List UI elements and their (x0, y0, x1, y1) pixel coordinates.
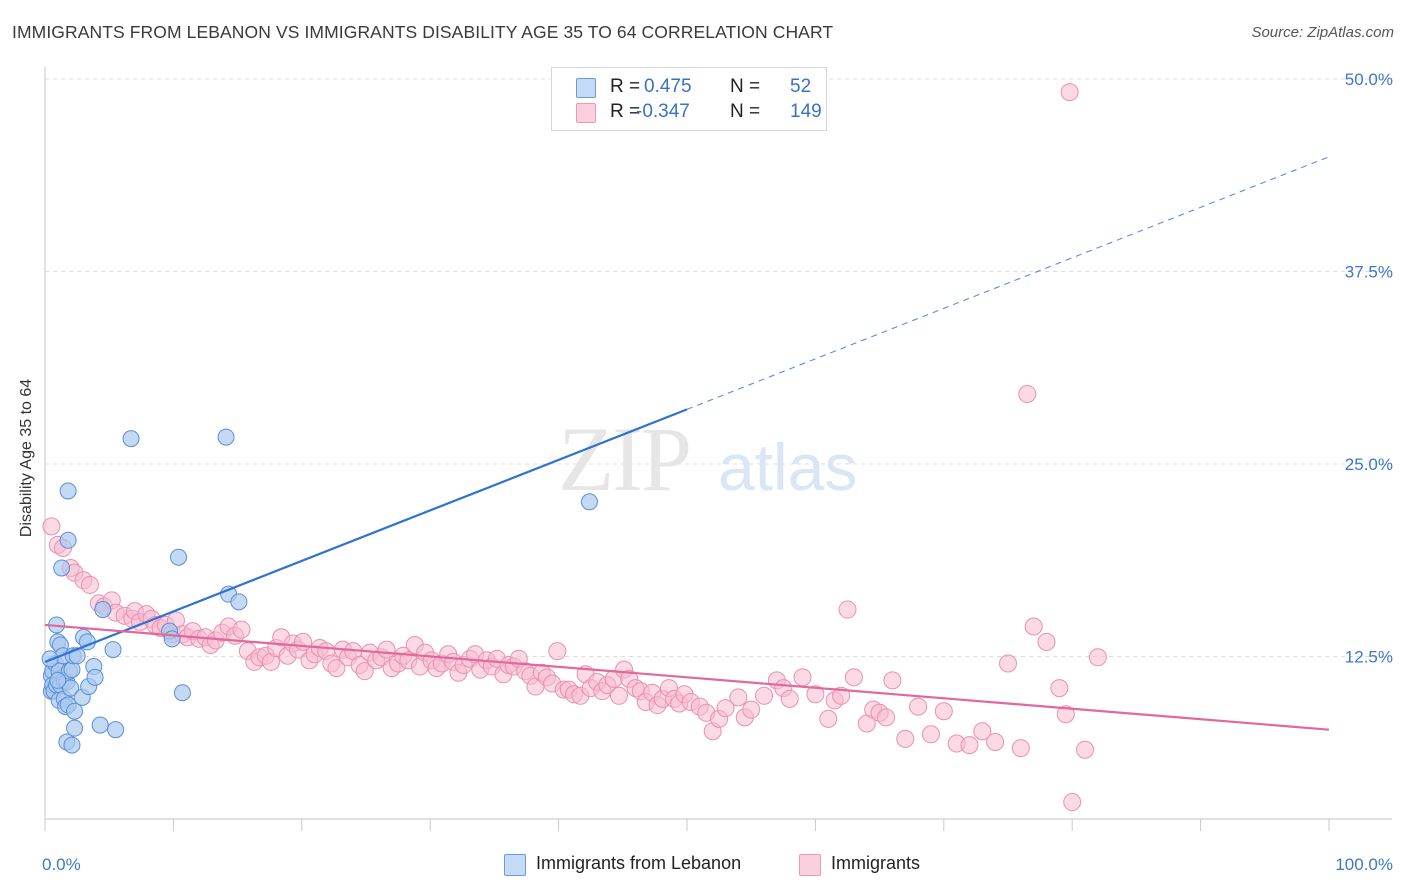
point-immigrants-from-lebanon (122, 430, 140, 448)
trend-line-immigrants (44, 623, 1330, 731)
bottom-legend-label-immigrants: Immigrants (831, 853, 921, 873)
x-tick-label: 100.0% (1335, 855, 1393, 874)
x-tick-label: 0.0% (42, 855, 81, 874)
point-immigrants (1011, 739, 1030, 758)
legend-n-value: 52 (790, 76, 812, 97)
point-immigrants (973, 722, 992, 741)
point-immigrants (1037, 632, 1056, 651)
legend-r-value: 0.475 (644, 76, 692, 97)
point-immigrants (819, 709, 838, 728)
point-immigrants (232, 620, 251, 639)
point-immigrants (327, 659, 346, 678)
point-immigrants (921, 725, 940, 744)
point-immigrants (896, 729, 915, 748)
point-immigrants (716, 699, 735, 718)
point-immigrants-from-lebanon (230, 593, 248, 611)
point-immigrants (377, 640, 396, 659)
point-immigrants (844, 668, 863, 687)
point-immigrants-from-lebanon (94, 601, 112, 619)
point-immigrants-from-lebanon (170, 548, 188, 566)
point-immigrants (1056, 705, 1075, 724)
grid-lines (45, 78, 1392, 657)
legend-n-label: N = (730, 76, 761, 97)
point-immigrants-from-lebanon (66, 702, 84, 720)
point-immigrants-from-lebanon (104, 641, 122, 659)
bottom-legend-label-lebanon: Immigrants from Lebanon (536, 853, 742, 873)
source-label: Source: ZipAtlas.com (1251, 24, 1394, 41)
y-tick-label: 12.5% (1345, 648, 1393, 667)
tick-labels: 12.5% 25.0% 37.5% 50.0% 0.0% 100.0% (42, 70, 1393, 874)
legend-swatch-pink (576, 103, 596, 123)
point-immigrants (1060, 83, 1079, 102)
point-immigrants-from-lebanon (63, 736, 81, 754)
watermark-atlas: atlas (718, 430, 857, 504)
series-immigrants (42, 83, 1107, 812)
point-immigrants (548, 642, 567, 661)
point-immigrants (793, 668, 812, 687)
point-immigrants (883, 671, 902, 690)
y-tick-label: 37.5% (1345, 263, 1393, 282)
point-immigrants-from-lebanon (59, 531, 77, 549)
point-immigrants (1018, 384, 1037, 403)
point-immigrants-from-lebanon (163, 630, 181, 648)
point-immigrants (877, 708, 896, 727)
point-immigrants-from-lebanon (107, 721, 125, 739)
point-immigrants (1063, 793, 1082, 812)
legend-r-value: -0.347 (636, 101, 690, 122)
trend-line-lebanon-extension (686, 156, 1330, 410)
point-immigrants-from-lebanon (59, 482, 77, 500)
point-immigrants (1024, 617, 1043, 636)
trend-line-lebanon (44, 408, 688, 663)
point-immigrants (909, 697, 928, 716)
point-immigrants (609, 686, 628, 705)
point-immigrants (355, 662, 374, 681)
point-immigrants-from-lebanon (49, 671, 67, 689)
point-immigrants (742, 700, 761, 719)
bottom-legend-swatch-pink (799, 854, 821, 876)
series-immigrants-from-lebanon (41, 428, 598, 754)
point-immigrants-from-lebanon (91, 716, 109, 734)
watermark: ZIP atlas (558, 408, 857, 510)
y-axis-label: Disability Age 35 to 64 (18, 378, 35, 538)
point-immigrants-from-lebanon (217, 428, 235, 446)
point-immigrants (999, 654, 1017, 673)
point-immigrants (1050, 679, 1069, 698)
point-immigrants (934, 702, 953, 721)
y-tick-label: 50.0% (1345, 70, 1393, 89)
point-immigrants (755, 686, 774, 705)
chart-title: IMMIGRANTS FROM LEBANON VS IMMIGRANTS DI… (12, 22, 834, 42)
point-immigrants (729, 688, 748, 707)
legend-n-label: N = (730, 101, 761, 122)
legend-swatch-blue (576, 78, 596, 98)
legend-r-label: R = (610, 76, 641, 97)
legend-r-label: R = (610, 101, 641, 122)
point-immigrants (838, 600, 857, 619)
point-immigrants-from-lebanon (580, 493, 598, 511)
point-immigrants (780, 689, 799, 708)
legend-n-value: 149 (790, 101, 822, 122)
point-immigrants-from-lebanon (53, 559, 71, 577)
point-immigrants-from-lebanon (173, 684, 191, 702)
point-immigrants-from-lebanon (66, 719, 84, 737)
trend-lines (44, 156, 1330, 731)
point-immigrants (42, 517, 61, 536)
y-tick-label: 25.0% (1345, 455, 1393, 474)
point-immigrants-from-lebanon (86, 668, 104, 686)
watermark-zip: ZIP (558, 408, 690, 510)
point-immigrants (1076, 740, 1095, 759)
point-immigrants (986, 733, 1005, 751)
point-immigrants (80, 575, 99, 594)
point-immigrants (1088, 648, 1107, 667)
point-immigrants-from-lebanon (62, 679, 80, 697)
point-immigrants (832, 686, 851, 705)
correlation-legend: R = 0.475 N = 52 R = -0.347 N = 149 (551, 67, 827, 131)
bottom-legend-swatch-blue (504, 854, 526, 876)
point-immigrants (806, 685, 825, 704)
point-immigrants (960, 736, 979, 755)
